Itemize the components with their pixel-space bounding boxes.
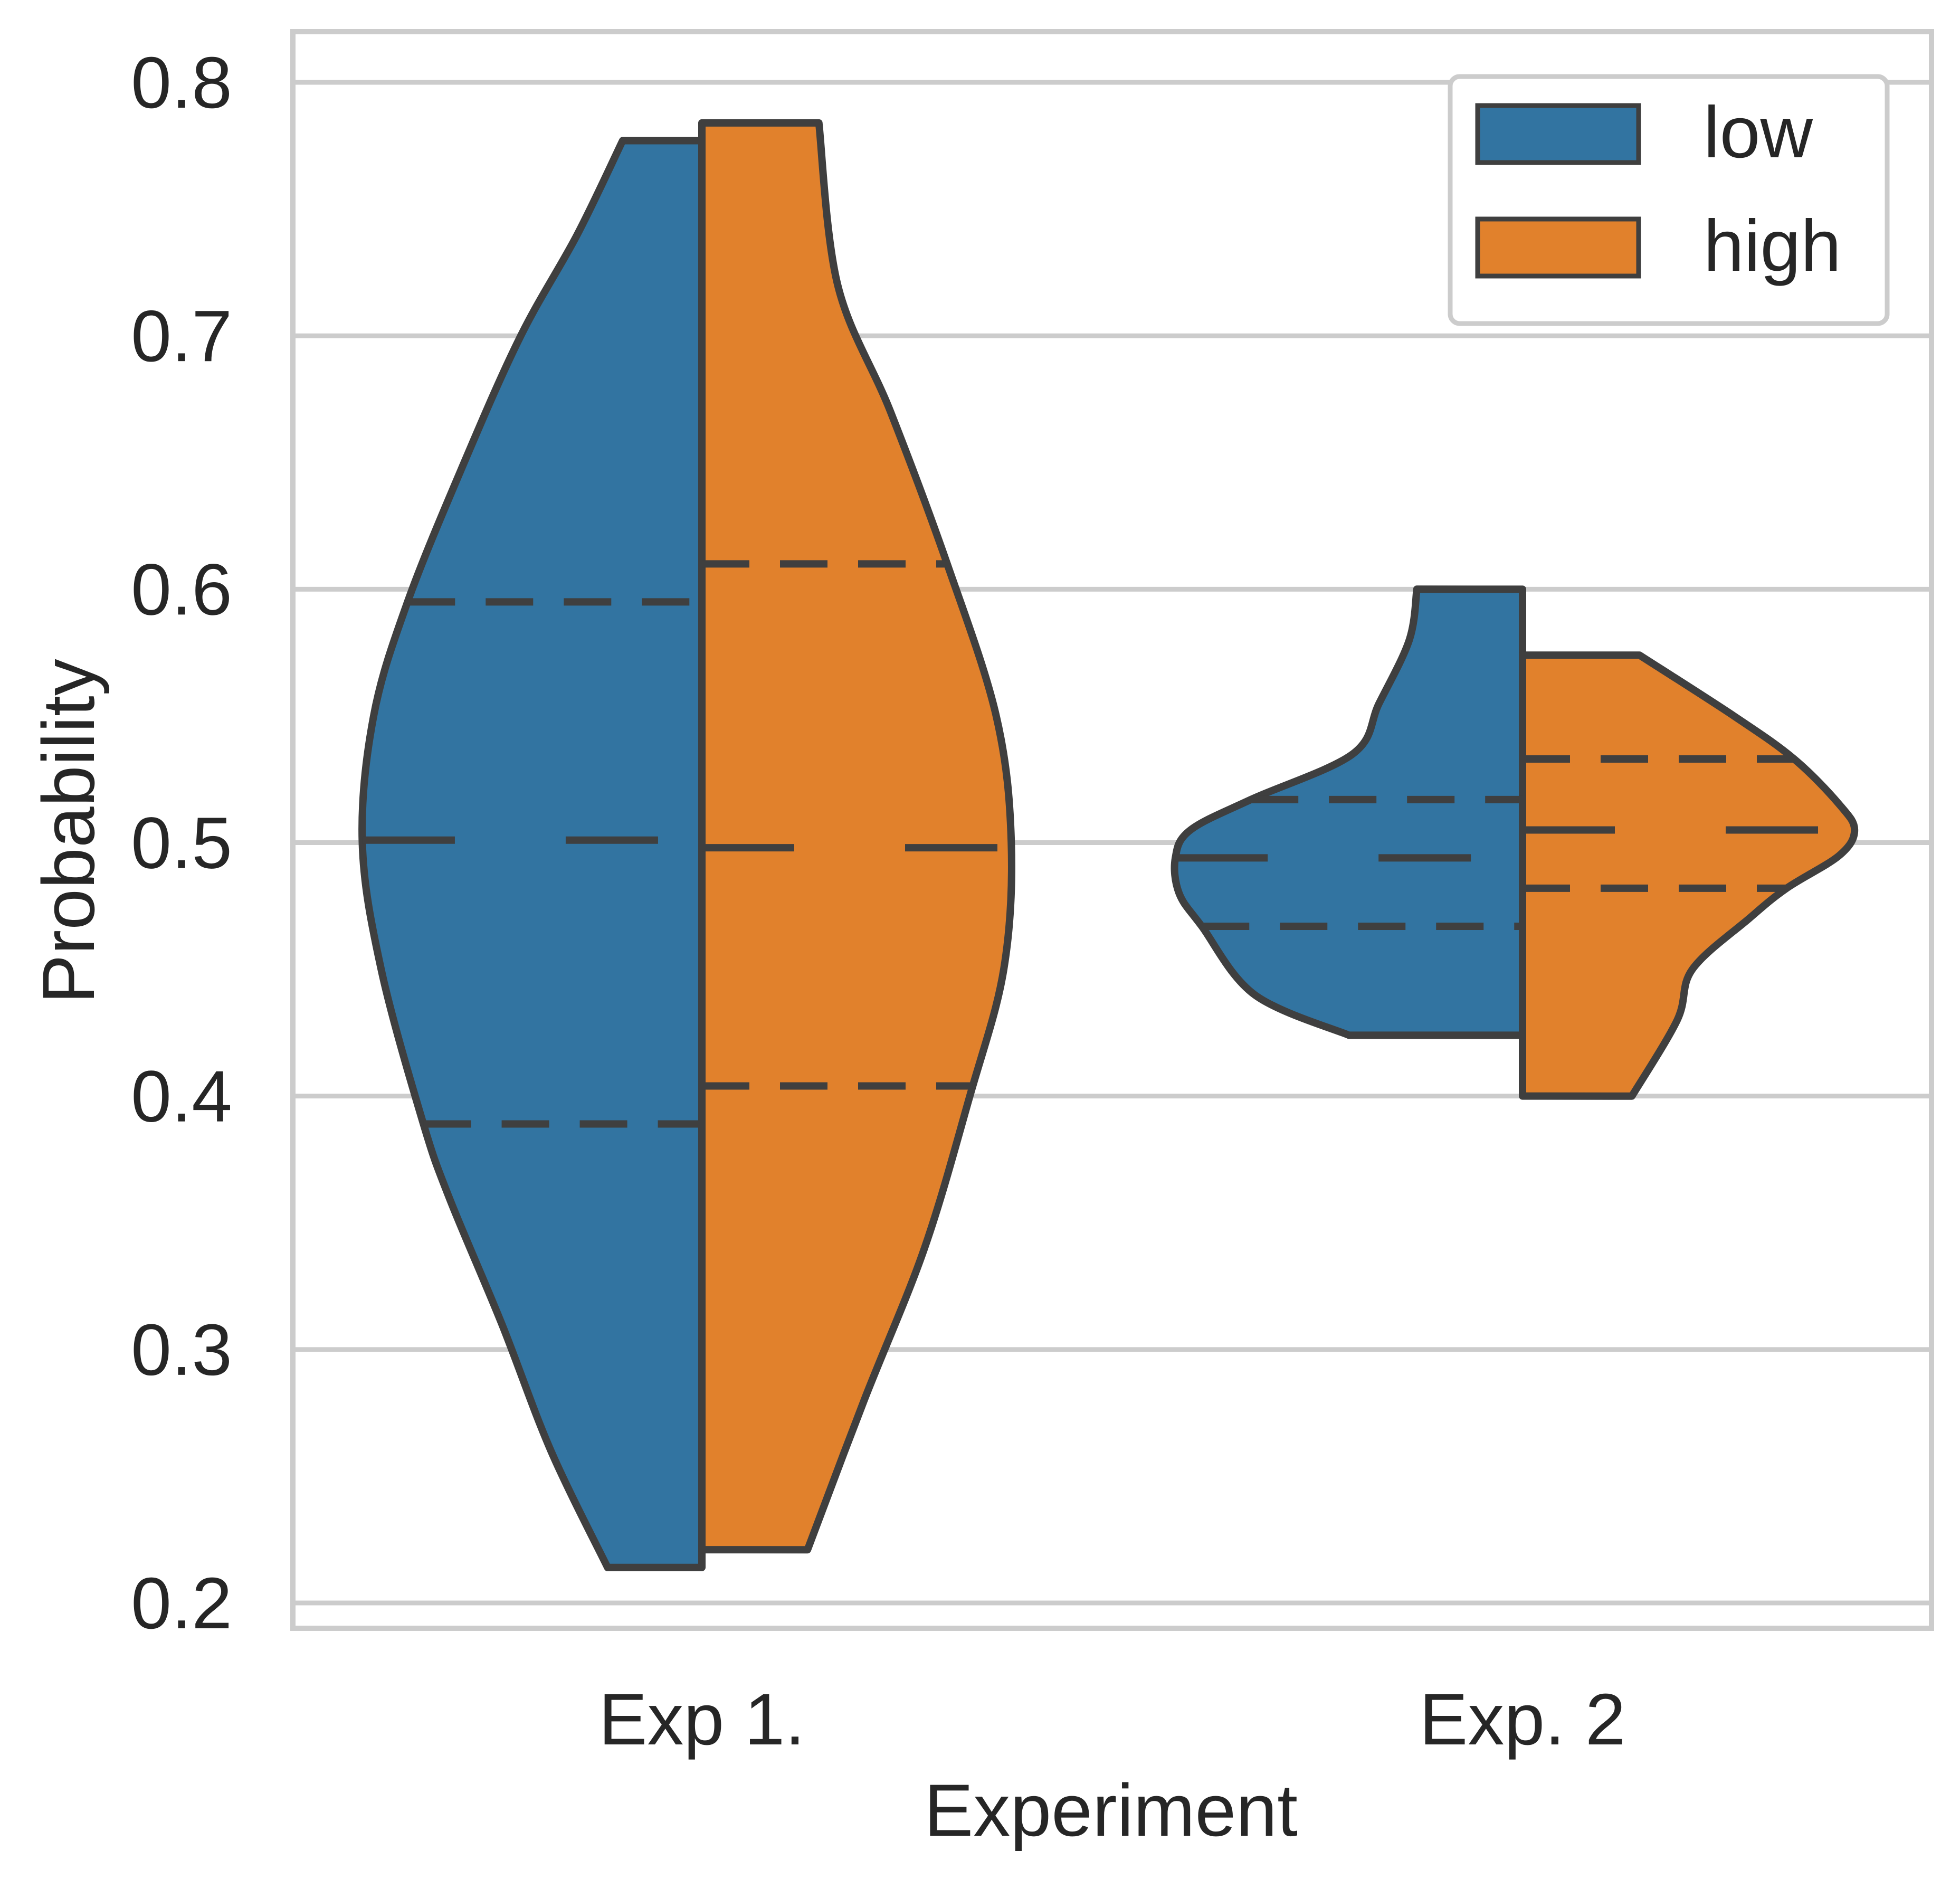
x-tick-labels: Exp 1. Exp. 2: [598, 1679, 1625, 1760]
y-tick-label: 0.6: [131, 549, 232, 630]
y-tick-label: 0.5: [131, 803, 232, 884]
legend: low high: [1448, 74, 1890, 326]
legend-label-low: low: [1704, 92, 1813, 173]
violin-low-2: [1171, 585, 1526, 1039]
y-tick-label: 0.7: [131, 296, 232, 377]
plot-frame: [290, 29, 1934, 1631]
y-tick-label: 0.4: [131, 1056, 232, 1137]
y-tick-labels: 0.2 0.3 0.4 0.5 0.6 0.7 0.8: [131, 42, 232, 1644]
violin-high-2: [1519, 651, 1859, 1100]
legend-swatch-low: [1475, 103, 1641, 165]
y-tick-label: 0.8: [131, 42, 232, 124]
x-tick-label: Exp. 2: [1419, 1679, 1625, 1760]
legend-label-high: high: [1704, 205, 1841, 287]
x-tick-label: Exp 1.: [598, 1679, 805, 1760]
violin-low-1: [358, 137, 706, 1571]
violins: [358, 119, 1859, 1571]
y-axis-title: Probability: [27, 659, 110, 1004]
legend-swatch-high: [1475, 216, 1641, 279]
y-tick-label: 0.2: [131, 1563, 232, 1644]
x-axis-title: Experiment: [924, 1769, 1298, 1852]
y-tick-label: 0.3: [131, 1309, 232, 1391]
quartile-lines: [362, 560, 1855, 1128]
violin-high-1: [698, 119, 1015, 1554]
